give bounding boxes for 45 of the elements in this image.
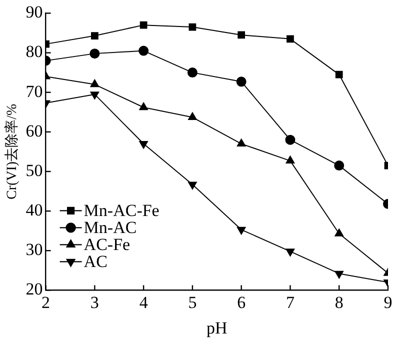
point — [188, 112, 197, 120]
point — [139, 102, 148, 110]
legend-label: AC — [84, 252, 108, 272]
legend-label: AC-Fe — [84, 235, 130, 254]
x-tick-label: 9 — [384, 292, 392, 312]
point — [139, 141, 148, 149]
y-tick-label: 80 — [26, 42, 43, 62]
x-tick-label: 4 — [139, 292, 148, 312]
point — [90, 79, 100, 88]
point — [236, 226, 246, 235]
point — [188, 182, 197, 190]
point — [90, 48, 100, 59]
y-tick-label: 60 — [26, 121, 43, 140]
y-tick-label: 30 — [26, 240, 43, 260]
point — [188, 23, 196, 31]
point — [286, 248, 295, 256]
point — [286, 35, 294, 43]
point — [187, 68, 198, 78]
x-axis-title: pH — [206, 318, 228, 338]
point — [140, 21, 148, 29]
point — [138, 46, 149, 56]
legend-label: Mn-AC — [84, 218, 137, 238]
y-tick-label: 20 — [26, 280, 43, 299]
point — [335, 70, 343, 78]
x-tick-label: 6 — [237, 292, 246, 312]
x-tick-label: 7 — [286, 292, 295, 312]
x-tick-label: 2 — [42, 292, 50, 312]
y-tick-label: 70 — [26, 82, 43, 101]
point — [286, 156, 295, 164]
point — [285, 134, 296, 145]
legend-label: Mn-AC-Fe — [84, 201, 160, 220]
point — [236, 76, 246, 87]
y-tick-label: 40 — [26, 200, 43, 220]
y-tick-label: 90 — [26, 2, 43, 22]
point — [90, 92, 100, 100]
x-tick-label: 3 — [90, 292, 99, 312]
y-tick-label: 50 — [26, 160, 43, 180]
point — [238, 31, 246, 39]
x-tick-label: 8 — [334, 292, 344, 312]
point — [236, 138, 246, 147]
y-axis-title: Cr(VI)去除率/% — [4, 104, 20, 200]
point — [334, 270, 344, 279]
point — [91, 32, 98, 40]
point — [334, 160, 344, 171]
x-tick-label: 5 — [188, 292, 197, 312]
